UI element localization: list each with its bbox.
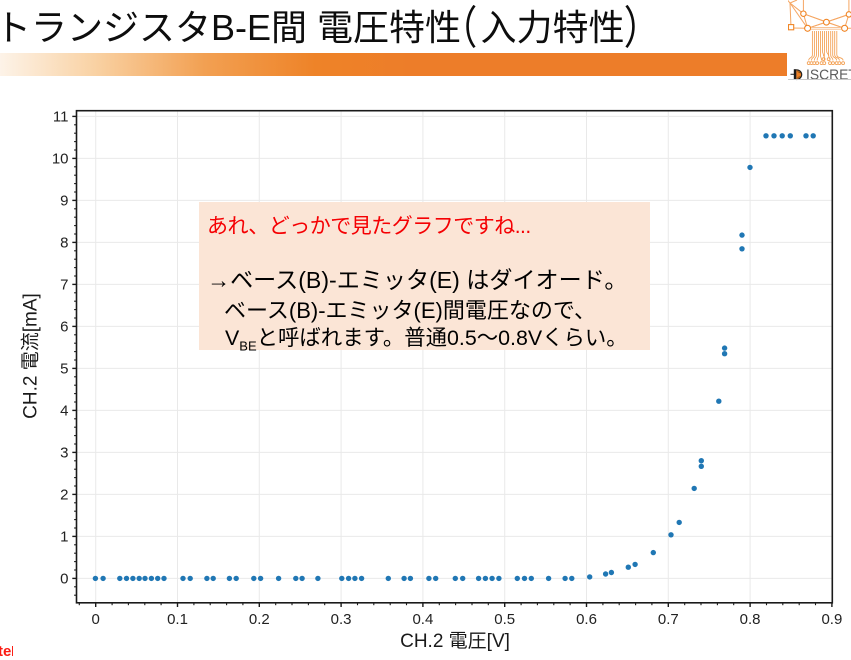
svg-text:8: 8 bbox=[60, 234, 68, 251]
svg-text:4: 4 bbox=[60, 402, 68, 419]
svg-text:0.5: 0.5 bbox=[494, 611, 515, 628]
svg-text:0: 0 bbox=[60, 570, 68, 587]
svg-text:0.2: 0.2 bbox=[249, 611, 270, 628]
svg-text:0.7: 0.7 bbox=[658, 611, 679, 628]
svg-text:0.1: 0.1 bbox=[167, 611, 188, 628]
svg-text:1: 1 bbox=[60, 528, 68, 545]
svg-text:0.3: 0.3 bbox=[331, 611, 352, 628]
svg-text:0: 0 bbox=[92, 611, 100, 628]
svg-text:9: 9 bbox=[60, 192, 68, 209]
svg-text:0.4: 0.4 bbox=[412, 611, 433, 628]
svg-text:7: 7 bbox=[60, 276, 68, 293]
svg-text:0.9: 0.9 bbox=[821, 611, 842, 628]
svg-text:2: 2 bbox=[60, 486, 68, 503]
svg-text:0.6: 0.6 bbox=[576, 611, 597, 628]
svg-text:5: 5 bbox=[60, 360, 68, 377]
svg-text:6: 6 bbox=[60, 318, 68, 335]
svg-text:11: 11 bbox=[53, 108, 69, 125]
svg-text:3: 3 bbox=[60, 444, 68, 461]
svg-text:CH.2 電流[mA]: CH.2 電流[mA] bbox=[20, 293, 42, 419]
svg-text:CH.2 電圧[V]: CH.2 電圧[V] bbox=[400, 631, 510, 652]
svg-text:ISCRETE: ISCRETE bbox=[806, 67, 851, 83]
svg-text:10: 10 bbox=[52, 150, 69, 167]
svg-text:0.8: 0.8 bbox=[740, 611, 761, 628]
